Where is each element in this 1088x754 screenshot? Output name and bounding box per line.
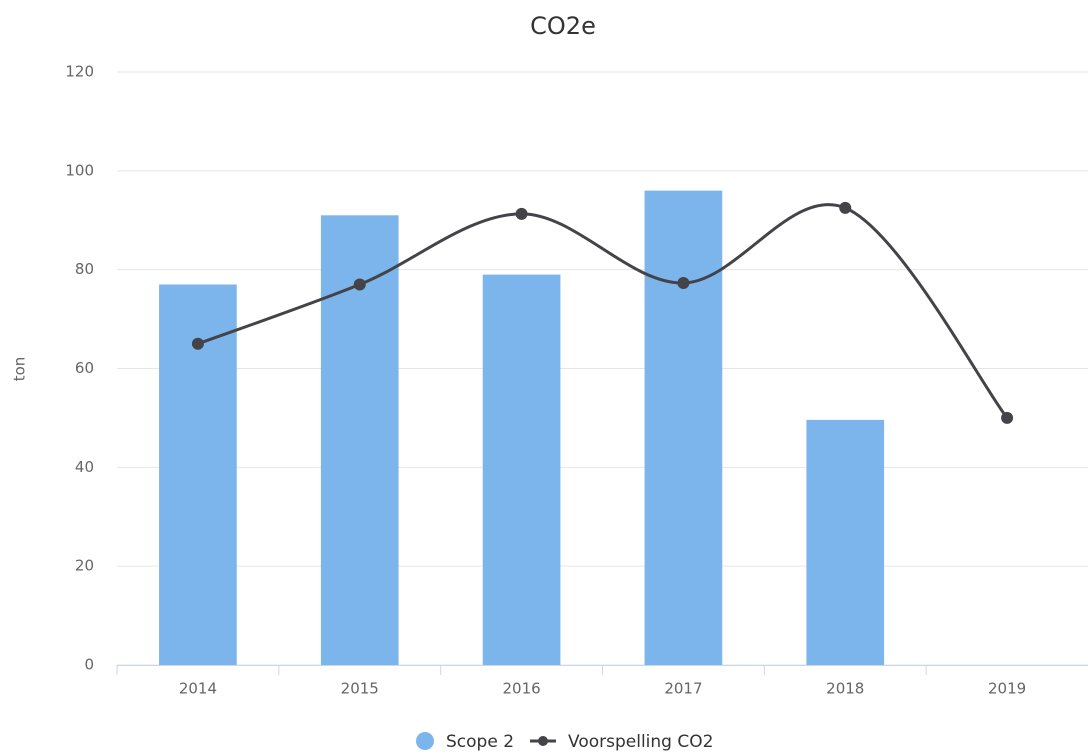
- bar: [806, 419, 885, 665]
- y-tick-label: 100: [65, 161, 94, 179]
- x-tick-label: 2018: [826, 680, 864, 698]
- line-point: [353, 278, 366, 291]
- y-tick-label: 40: [75, 458, 94, 476]
- bar: [644, 190, 723, 665]
- x-tick-label: 2015: [341, 680, 379, 698]
- x-tick-label: 2016: [502, 680, 540, 698]
- legend-symbol: [416, 732, 434, 750]
- chart-title: CO2e: [530, 12, 596, 40]
- x-tick-label: 2014: [179, 680, 217, 698]
- x-tick-label: 2017: [664, 680, 702, 698]
- legend-label: Scope 2: [446, 732, 514, 752]
- legend-item: Scope 2: [416, 732, 514, 752]
- y-tick-label: 120: [65, 63, 94, 81]
- y-tick-label: 20: [75, 557, 94, 575]
- legend-item: Voorspelling CO2: [530, 732, 713, 752]
- line-point: [515, 207, 528, 220]
- line: [197, 203, 1009, 419]
- y-tick-label: 80: [75, 260, 94, 278]
- x-tick-label: 2019: [988, 680, 1026, 698]
- line-point: [1001, 411, 1014, 424]
- legend-label: Voorspelling CO2: [568, 732, 713, 752]
- line-point: [677, 277, 690, 290]
- y-tick-label: 0: [84, 656, 94, 674]
- y-tick-label: 60: [75, 359, 94, 377]
- legend-symbol: [538, 736, 549, 746]
- line-point: [839, 201, 852, 214]
- y-axis-label: ton: [11, 357, 29, 382]
- bar: [482, 274, 561, 665]
- line-point: [191, 337, 204, 350]
